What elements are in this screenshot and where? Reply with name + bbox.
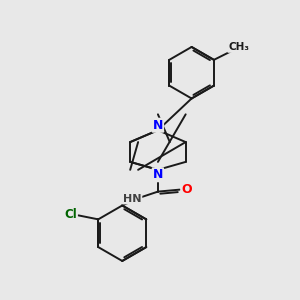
Text: O: O (181, 183, 192, 196)
Text: Cl: Cl (64, 208, 77, 221)
Text: N: N (153, 168, 163, 181)
Text: CH₃: CH₃ (228, 42, 249, 52)
Text: N: N (153, 119, 163, 132)
Text: HN: HN (123, 194, 141, 203)
